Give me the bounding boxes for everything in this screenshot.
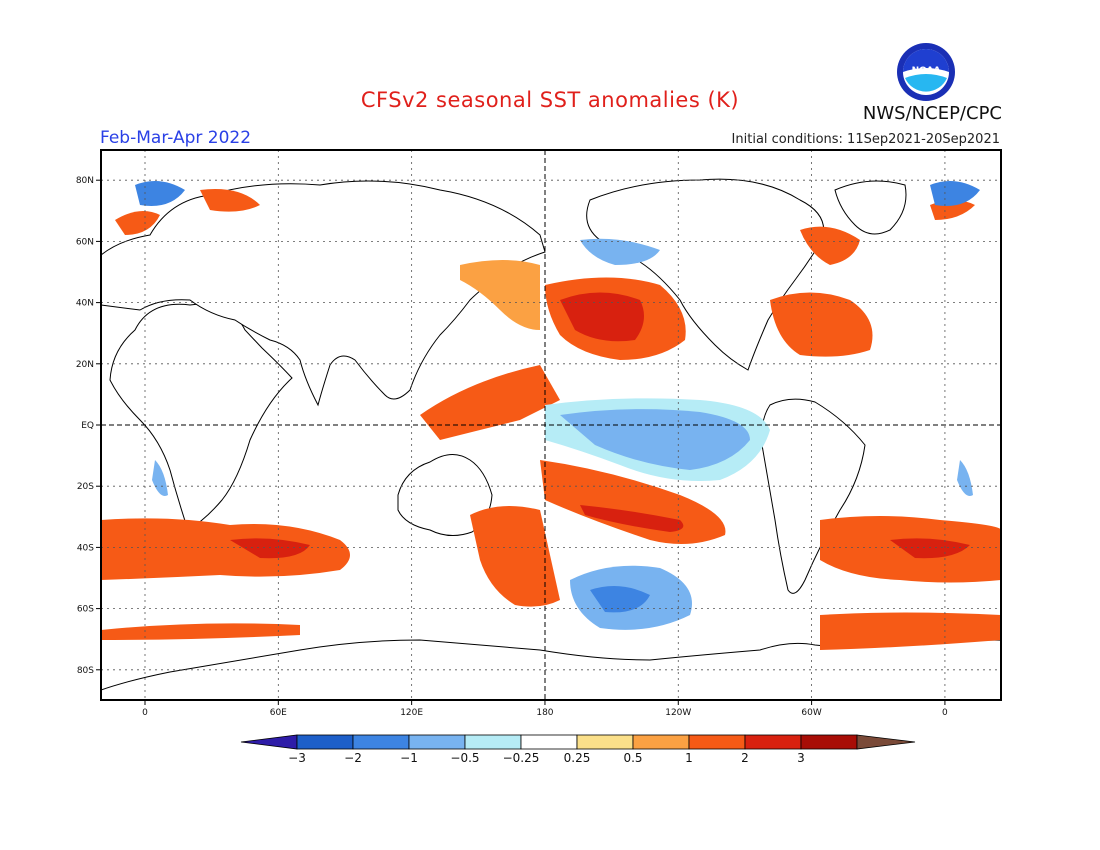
colorbar-swatch <box>800 734 858 750</box>
colorbar-swatch <box>352 734 410 750</box>
colorbar-swatch <box>296 734 354 750</box>
lat-label: 80N <box>76 176 94 186</box>
lon-label: 0 <box>942 708 948 718</box>
colorbar-swatch <box>632 734 690 750</box>
longitude-labels: 0 60E 120E 180 120W 60W 0 <box>142 700 948 718</box>
colorbar-label: −2 <box>344 751 362 765</box>
colorbar-label: 0.5 <box>623 751 642 765</box>
lon-label: 180 <box>536 708 553 718</box>
colorbar-swatch <box>408 734 466 750</box>
colorbar-swatch <box>576 734 634 750</box>
noaa-logo: NOAA <box>897 43 955 101</box>
lon-label: 120E <box>400 708 423 718</box>
colorbar-swatch <box>688 734 746 750</box>
colorbar-label: 0.25 <box>564 751 591 765</box>
colorbar-low-arrow <box>240 734 298 750</box>
colorbar-label: 1 <box>685 751 693 765</box>
colorbar-label: 2 <box>741 751 749 765</box>
colorbar-label: −3 <box>288 751 306 765</box>
lat-label: EQ <box>81 421 94 431</box>
initial-conditions: Initial conditions: 11Sep2021-20Sep2021 <box>731 132 1000 147</box>
lat-label: 60S <box>77 605 94 615</box>
lat-label: 20S <box>77 482 94 492</box>
logo-text: NOAA <box>912 66 941 76</box>
colorbar-label: −1 <box>400 751 418 765</box>
colorbar-label: −0.25 <box>503 751 540 765</box>
colorbar-high-arrow <box>856 734 916 750</box>
lat-label: 60N <box>76 237 94 247</box>
lat-label: 40S <box>77 543 94 553</box>
lon-label: 60W <box>801 708 821 718</box>
cool-anomalies <box>135 181 980 630</box>
organization-label: NWS/NCEP/CPC <box>862 103 1002 124</box>
lon-label: 60E <box>270 708 287 718</box>
lat-label: 80S <box>77 666 94 676</box>
warm-anomalies <box>101 189 1001 650</box>
colorbar: −3 −2 −1 −0.5 −0.25 0.25 0.5 1 2 3 <box>240 734 916 765</box>
lat-label: 40N <box>76 299 94 309</box>
latitude-labels: 80N 60N 40N 20N EQ 20S 40S 60S 80S <box>76 176 101 676</box>
colorbar-label: −0.5 <box>450 751 479 765</box>
colorbar-swatch <box>520 734 578 750</box>
lon-label: 0 <box>142 708 148 718</box>
forecast-period: Feb-Mar-Apr 2022 <box>100 128 252 148</box>
map-title: CFSv2 seasonal SST anomalies (K) <box>360 88 740 112</box>
colorbar-swatch <box>464 734 522 750</box>
lon-label: 120W <box>665 708 691 718</box>
colorbar-label: 3 <box>797 751 805 765</box>
colorbar-swatch <box>744 734 802 750</box>
lat-label: 20N <box>76 360 94 370</box>
